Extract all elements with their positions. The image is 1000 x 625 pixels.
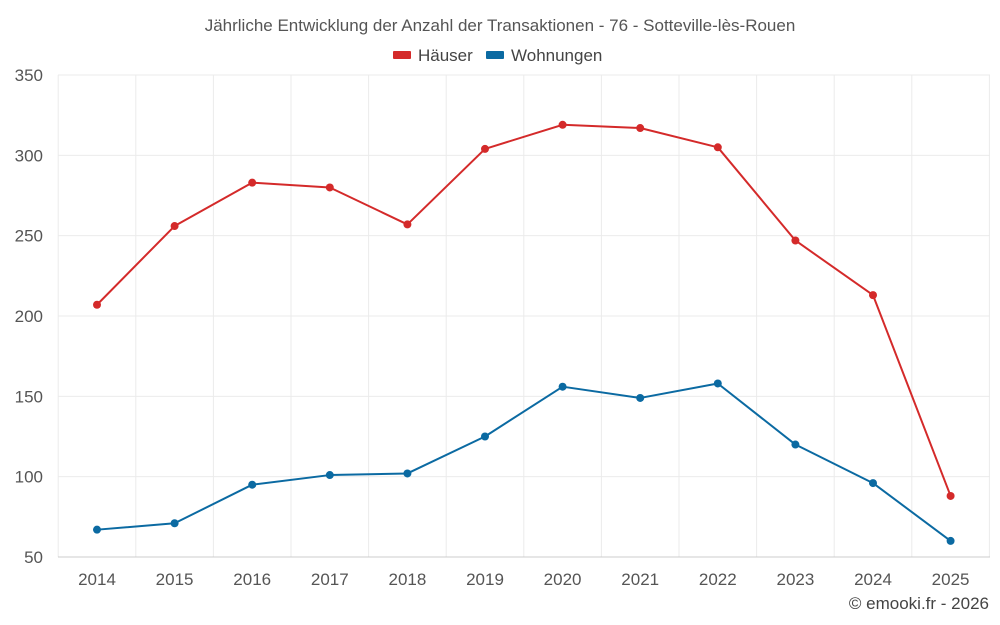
grid-layer [57,74,990,557]
x-tick-label: 2022 [699,570,737,589]
data-point-wohnungen[interactable] [403,469,412,478]
data-point-wohnungen[interactable] [791,440,800,449]
y-tick-label: 50 [24,548,43,567]
series-wohnungen [93,379,955,545]
legend[interactable]: Häuser Wohnungen [393,46,602,65]
copyright-note: © emooki.fr - 2026 [849,594,989,613]
x-tick-label: 2019 [466,570,504,589]
data-point-wohnungen[interactable] [869,479,877,488]
data-point-haeuser[interactable] [558,120,567,129]
y-tick-label: 100 [15,468,43,487]
legend-swatch-haeuser [393,51,411,59]
legend-swatch-wohnungen [486,51,504,59]
data-point-haeuser[interactable] [946,491,955,500]
x-tick-label: 2017 [311,570,349,589]
legend-item-haeuser[interactable]: Häuser [393,46,473,65]
data-point-haeuser[interactable] [403,220,412,229]
legend-item-wohnungen[interactable]: Wohnungen [486,46,602,65]
x-tick-labels: 2014 2015 2016 2017 2018 2019 2020 2021 2022 2023… [78,570,969,589]
y-tick-label: 200 [15,307,43,326]
data-point-haeuser[interactable] [636,124,645,133]
x-tick-label: 2023 [776,570,814,589]
data-point-wohnungen[interactable] [558,382,567,391]
series-line-wohnungen [96,382,952,542]
y-tick-labels: 50 100 150 200 250 300 350 [15,66,43,567]
data-point-haeuser[interactable] [869,291,877,300]
series-line-haeuser [96,123,952,497]
x-tick-label: 2015 [156,570,194,589]
series-haeuser [93,120,955,500]
y-tick-label: 350 [15,66,43,85]
y-tick-label: 250 [15,227,43,246]
data-point-haeuser[interactable] [481,144,489,153]
x-tick-label: 2018 [388,570,426,589]
data-point-wohnungen[interactable] [636,393,645,402]
data-point-wohnungen[interactable] [481,432,489,441]
y-tick-label: 300 [15,146,43,165]
data-point-wohnungen[interactable] [713,379,722,388]
data-point-wohnungen[interactable] [325,471,334,480]
y-tick-label: 150 [15,387,43,406]
series-layer [93,120,955,545]
data-point-wohnungen[interactable] [93,525,101,534]
data-point-haeuser[interactable] [325,183,334,192]
data-point-haeuser[interactable] [170,222,179,231]
x-tick-label: 2024 [854,570,892,589]
chart-title: Jährliche Entwicklung der Anzahl der Tra… [205,16,796,35]
x-tick-label: 2020 [544,570,582,589]
legend-label-wohnungen: Wohnungen [511,46,602,65]
data-point-wohnungen[interactable] [170,519,179,528]
x-tick-label: 2016 [233,570,271,589]
data-point-haeuser[interactable] [93,300,101,309]
x-tick-label: 2021 [621,570,659,589]
data-point-haeuser[interactable] [713,143,722,152]
x-tick-label: 2014 [78,570,116,589]
x-tick-label: 2025 [932,570,970,589]
legend-label-haeuser: Häuser [418,46,473,65]
data-point-haeuser[interactable] [248,178,257,187]
data-point-wohnungen[interactable] [946,536,955,545]
data-point-haeuser[interactable] [791,236,800,245]
data-point-wohnungen[interactable] [248,480,257,489]
